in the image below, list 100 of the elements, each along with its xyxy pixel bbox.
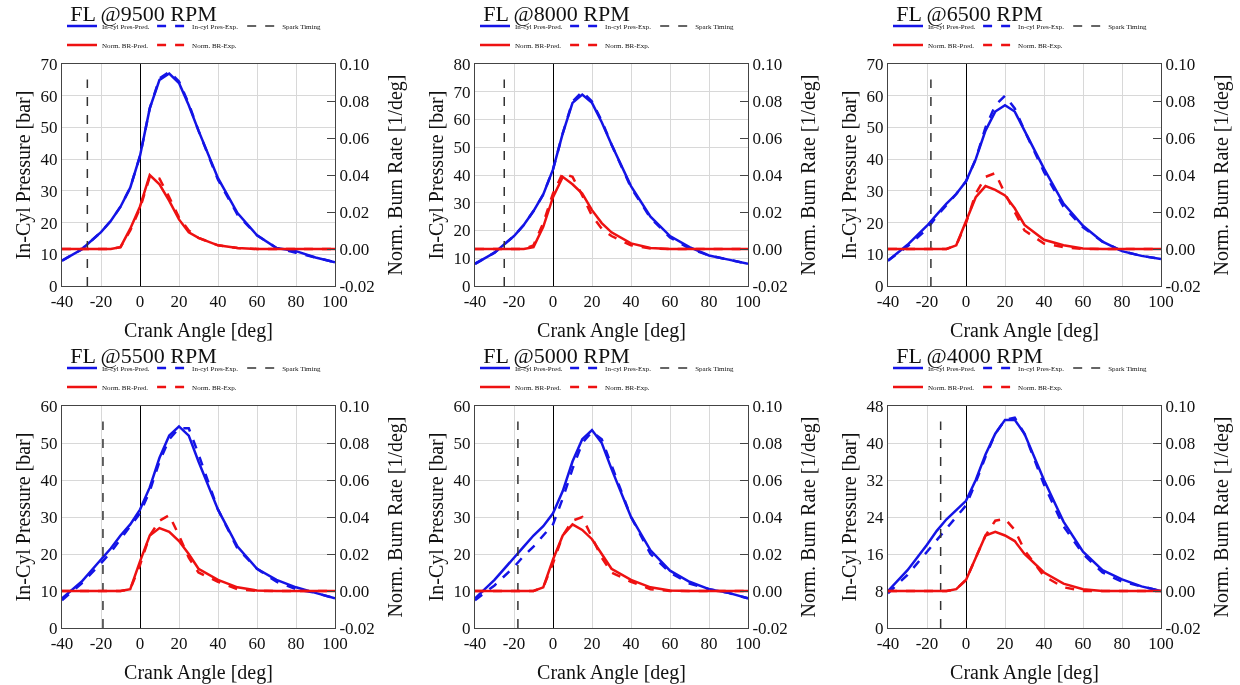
y-tick-label: 70 (40, 54, 58, 74)
y2-tick-label: 0.02 (1165, 202, 1196, 222)
y2-tick-label: 0.04 (752, 165, 783, 185)
y-tick-label: 40 (866, 150, 884, 170)
y2-tick-label: 0.10 (339, 54, 370, 74)
y2-tick-label: 0.10 (752, 54, 783, 74)
y2-tick-label: 0.02 (1165, 544, 1196, 564)
y-tick-label: 10 (453, 581, 471, 601)
y-tick-label: 48 (866, 396, 884, 416)
y-tick-label: 30 (40, 181, 58, 201)
y-tick-label: 70 (866, 54, 884, 74)
y-tick-label: 70 (453, 82, 471, 102)
x-tick-label: 20 (583, 292, 601, 312)
y2-tick-label: 0.00 (752, 581, 783, 601)
chart-title: FL @5500 RPM (70, 342, 217, 368)
x-tick-label: -20 (502, 634, 526, 654)
y2-tick-label: 0.00 (1165, 239, 1196, 259)
x-tick-label: 80 (1113, 292, 1131, 312)
y-tick-label: 60 (453, 110, 471, 130)
x-tick-label: 60 (248, 634, 266, 654)
y-tick-label: 20 (40, 544, 58, 564)
y-tick-label: 50 (40, 433, 58, 453)
y2-tick-label: 0.00 (1165, 581, 1196, 601)
y2-tick-label: 0.10 (1165, 54, 1196, 74)
y-tick-label: 40 (453, 470, 471, 490)
x-axis-title: Crank Angle [deg] (950, 318, 1099, 342)
x-tick-label: 40 (622, 292, 640, 312)
y2-axis-title: Norm. Burn Rate [1/deg] (797, 74, 821, 276)
y-tick-label: 80 (453, 54, 471, 74)
x-tick-label: 60 (661, 292, 679, 312)
y2-tick-label: 0.08 (1165, 433, 1196, 453)
y-tick-label: 40 (40, 150, 58, 170)
x-tick-label: -20 (915, 634, 939, 654)
x-tick-label: 40 (209, 292, 227, 312)
chart-title: FL @9500 RPM (70, 0, 217, 26)
y2-axis-title: Norm. Burn Rate [1/deg] (384, 74, 408, 276)
y2-tick-label: 0.06 (752, 128, 783, 148)
y2-tick-label: 0.04 (752, 507, 783, 527)
chart-title: FL @5000 RPM (483, 342, 630, 368)
y-tick-label: 50 (40, 118, 58, 138)
x-axis-title: Crank Angle [deg] (124, 318, 273, 342)
y-tick-label: 50 (866, 118, 884, 138)
y2-tick-label: 0.02 (752, 202, 783, 222)
x-tick-label: 80 (287, 634, 305, 654)
x-tick-label: 0 (548, 634, 558, 654)
y2-tick-label: 0.00 (339, 581, 370, 601)
y2-tick-label: 0.08 (339, 91, 370, 111)
y2-tick-label: 0.00 (339, 239, 370, 259)
x-tick-label: 0 (548, 292, 558, 312)
y-tick-label: 24 (866, 507, 885, 527)
y2-tick-label: 0.08 (752, 433, 783, 453)
x-tick-label: 0 (961, 634, 971, 654)
x-tick-label: -20 (502, 292, 526, 312)
y2-tick-label: 0.04 (339, 507, 370, 527)
y2-tick-label: 0.06 (752, 470, 783, 490)
x-axis-title: Crank Angle [deg] (124, 660, 273, 684)
y2-tick-label: 0.06 (1165, 470, 1196, 490)
y-tick-label: 32 (866, 470, 884, 490)
y-axis-title: In-Cyl Pressure [bar] (425, 432, 449, 602)
y2-tick-label: 0.06 (339, 470, 370, 490)
y2-tick-label: 0.10 (1165, 396, 1196, 416)
chart-title: FL @8000 RPM (483, 0, 630, 26)
y-tick-label: 10 (453, 249, 471, 269)
x-tick-label: 40 (209, 634, 227, 654)
y2-tick-label: 0.04 (1165, 165, 1196, 185)
x-tick-label: 20 (996, 292, 1014, 312)
x-axis-title: Crank Angle [deg] (537, 318, 686, 342)
y-tick-label: 20 (866, 213, 884, 233)
x-tick-label: 20 (170, 634, 188, 654)
x-tick-label: 80 (1113, 634, 1131, 654)
y2-axis-title: Norm. Burn Rate [1/deg] (1210, 416, 1234, 618)
y-tick-label: 50 (453, 433, 471, 453)
y-tick-label: 60 (40, 396, 58, 416)
y-tick-label: 20 (40, 213, 58, 233)
y-tick-label: 8 (875, 581, 884, 601)
y2-tick-label: 0.10 (752, 396, 783, 416)
x-tick-label: -20 (89, 634, 113, 654)
y-tick-label: 40 (453, 165, 471, 185)
y2-tick-label: 0.04 (339, 165, 370, 185)
x-tick-label: 40 (1035, 292, 1053, 312)
x-tick-label: 80 (700, 292, 718, 312)
x-tick-label: 60 (1074, 634, 1092, 654)
x-tick-label: 60 (1074, 292, 1092, 312)
y2-tick-label: 0.06 (1165, 128, 1196, 148)
y2-axis-title: Norm. Burn Rate [1/deg] (1210, 74, 1234, 276)
chart-title: FL @6500 RPM (896, 0, 1043, 26)
y-tick-label: 30 (40, 507, 58, 527)
y-axis-title: In-Cyl Pressure [bar] (838, 432, 862, 602)
y2-tick-label: 0.10 (339, 396, 370, 416)
y2-tick-label: 0.02 (339, 544, 370, 564)
y-tick-label: 60 (40, 86, 58, 106)
x-tick-label: 80 (700, 634, 718, 654)
y-tick-label: 60 (866, 86, 884, 106)
y2-tick-label: 0.02 (339, 202, 370, 222)
y-axis-title: In-Cyl Pressure [bar] (838, 90, 862, 260)
y-tick-label: 40 (866, 433, 884, 453)
x-tick-label: 60 (661, 634, 679, 654)
y-tick-label: 10 (40, 581, 58, 601)
y-tick-label: 40 (40, 470, 58, 490)
x-tick-label: 80 (287, 292, 305, 312)
